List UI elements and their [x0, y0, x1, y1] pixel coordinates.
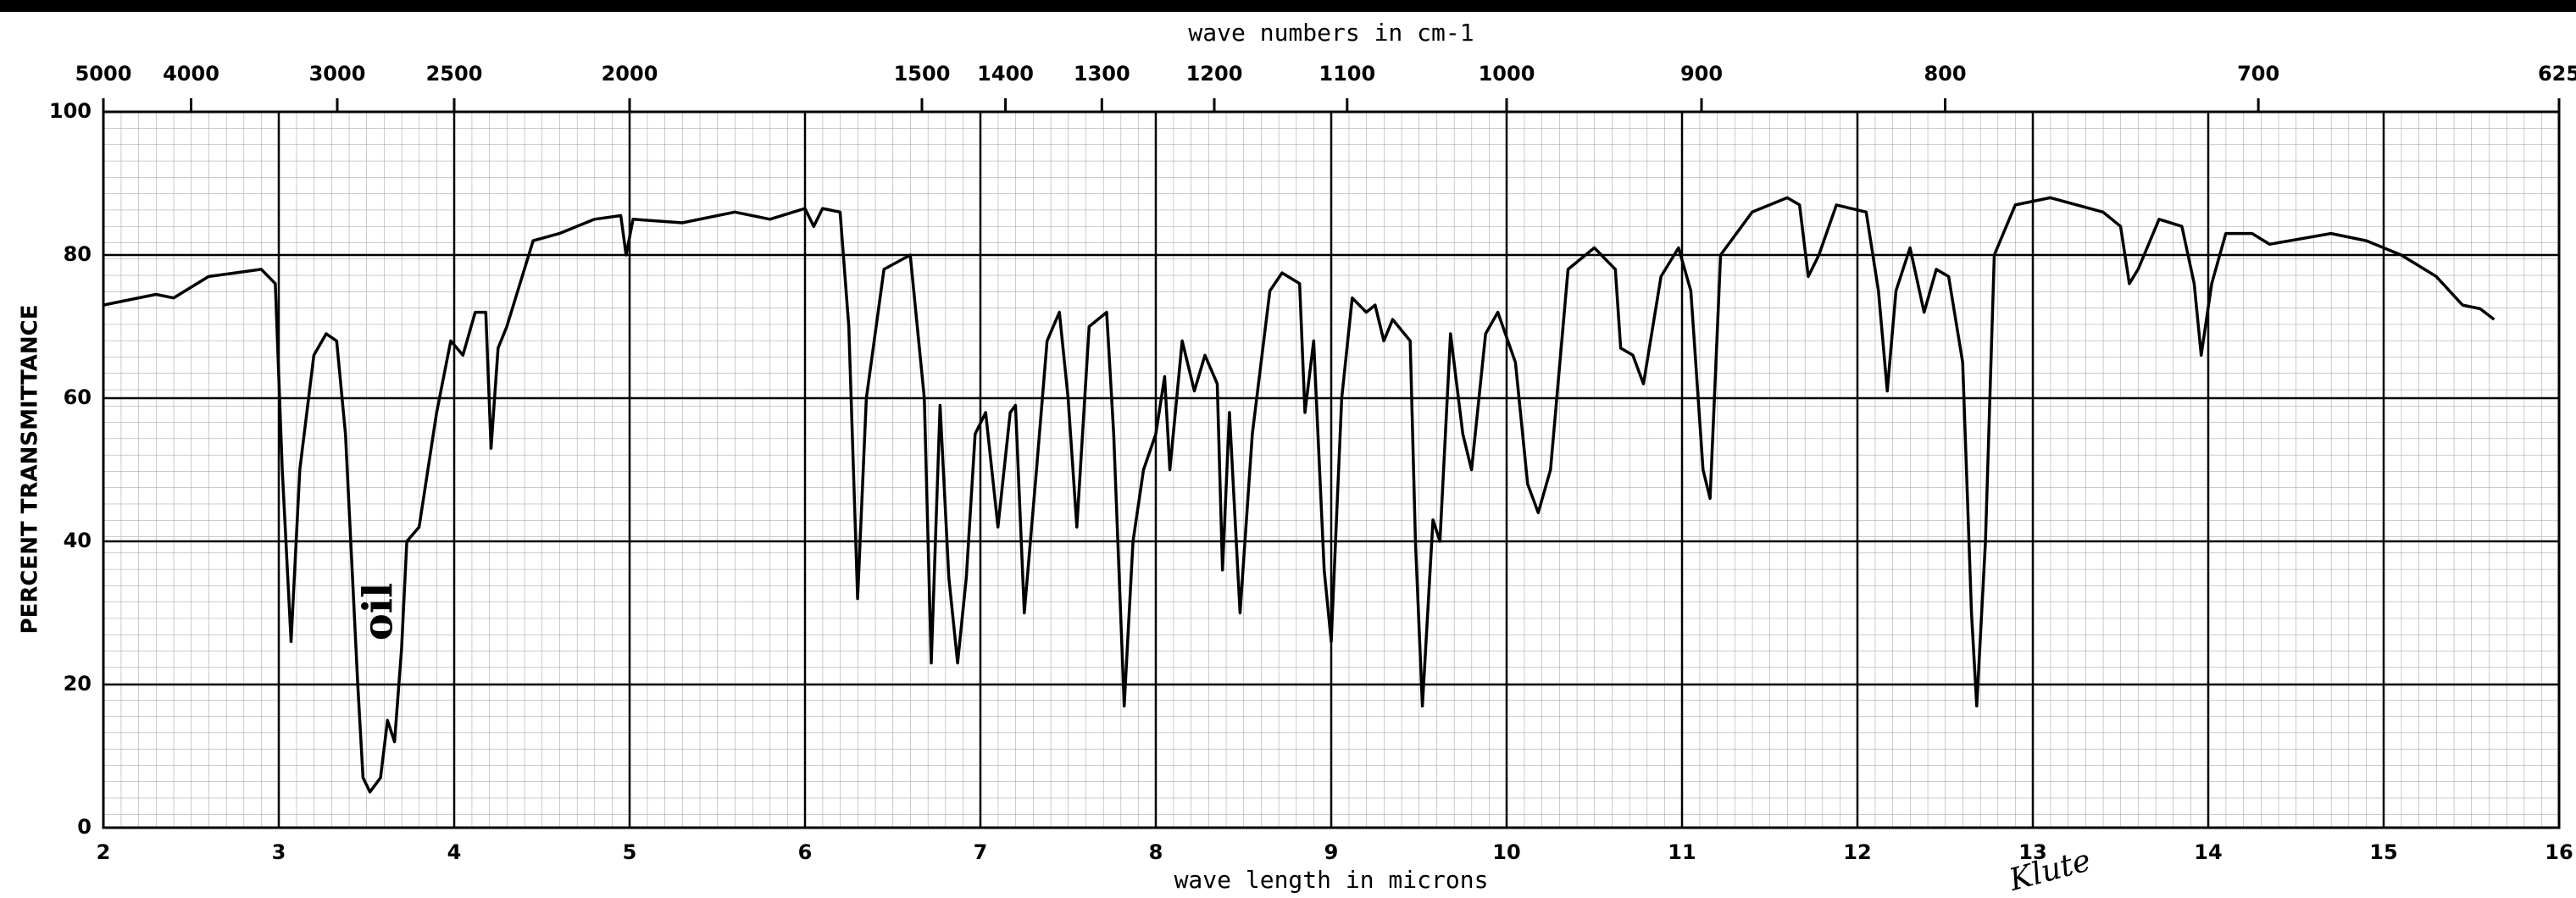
x2-tick-label: 3000 [309, 62, 366, 86]
x2-tick-label: 1300 [1074, 62, 1130, 86]
x-tick-label: 11 [1668, 840, 1696, 864]
top-band [0, 0, 2576, 12]
x2-title: wave numbers in cm-1 [1188, 19, 1474, 47]
x2-tick-label: 1000 [1479, 62, 1535, 86]
x2-tick-label: 1500 [894, 62, 951, 86]
x2-tick-label: 900 [1680, 62, 1723, 86]
x2-tick-label: 2000 [602, 62, 658, 86]
x-tick-label: 4 [447, 840, 462, 864]
x2-tick-label: 625 [2538, 62, 2576, 86]
x-tick-label: 15 [2369, 840, 2397, 864]
x2-tick-label: 800 [1924, 62, 1966, 86]
x2-tick-label: 4000 [163, 62, 219, 86]
x-title: wave length in microns [1174, 866, 1489, 894]
x2-tick-label: 700 [2237, 62, 2279, 86]
x-tick-label: 2 [97, 840, 111, 864]
x-tick-label: 10 [1492, 840, 1520, 864]
spectrum-line [103, 196, 2496, 794]
x-tick-label: 12 [1843, 840, 1871, 864]
y-tick-label: 80 [64, 242, 92, 266]
x2-tick-label: 1200 [1186, 62, 1243, 86]
y-tick-label: 40 [64, 529, 92, 552]
x2-tick-label: 5000 [75, 62, 132, 86]
y-tick-label: 0 [77, 815, 92, 839]
annotation: oil [355, 583, 402, 640]
y-tick-label: 20 [64, 672, 92, 696]
x-tick-label: 6 [798, 840, 813, 864]
x-tick-label: 5 [623, 840, 637, 864]
x2-tick-label: 2500 [426, 62, 483, 86]
x-tick-label: 3 [272, 840, 286, 864]
x-tick-label: 9 [1324, 840, 1339, 864]
y-title: PERCENT TRANSMITTANCE [18, 305, 43, 635]
y-tick-label: 60 [64, 385, 92, 409]
x-tick-label: 7 [974, 840, 988, 864]
y-tick-label: 100 [49, 99, 92, 123]
x-tick-label: 16 [2545, 840, 2573, 864]
x-tick-label: 14 [2194, 840, 2222, 864]
x-tick-label: 8 [1149, 840, 1163, 864]
x2-tick-label: 1400 [977, 62, 1034, 86]
x2-tick-label: 1100 [1319, 62, 1375, 86]
x-tick-label: 13 [2018, 840, 2046, 864]
